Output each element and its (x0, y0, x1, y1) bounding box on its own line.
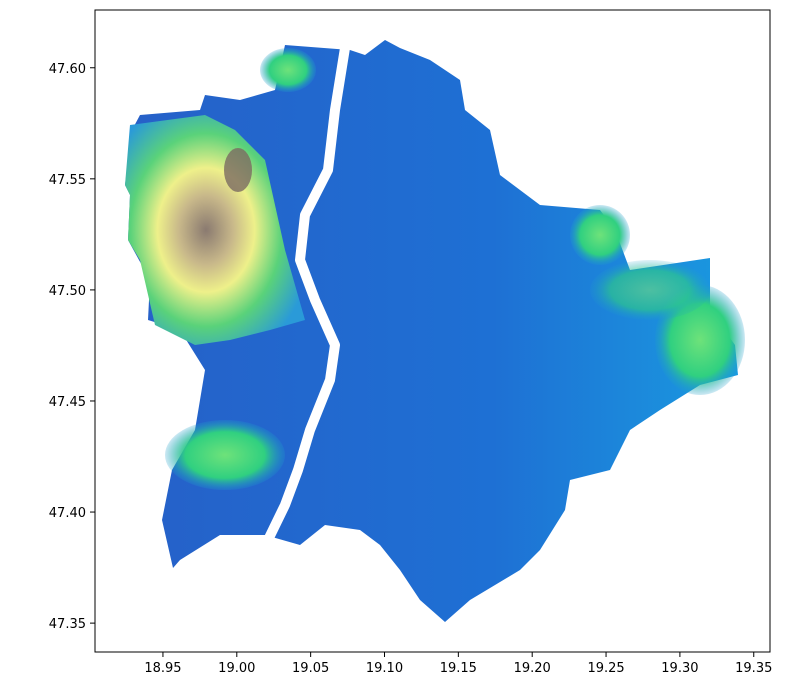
y-tick-label: 47.35 (49, 617, 86, 632)
plot-frame (94, 9, 771, 653)
x-tick-label: 19.05 (292, 661, 329, 676)
x-tick-label: 19.30 (661, 661, 698, 676)
x-tick-label: 19.20 (514, 661, 551, 676)
y-tick-label: 47.60 (49, 62, 86, 77)
sw-green (165, 420, 285, 490)
y-tick-label: 47.50 (49, 284, 86, 299)
x-tick-label: 19.15 (440, 661, 477, 676)
x-tick-label: 19.35 (735, 661, 772, 676)
east-light (590, 260, 710, 320)
city-area (125, 40, 738, 622)
x-tick-label: 18.95 (144, 661, 181, 676)
terrain (125, 40, 745, 622)
buda-hills (125, 115, 305, 345)
y-tick-label: 47.45 (49, 395, 86, 410)
hill-green (260, 48, 316, 92)
x-tick-label: 19.00 (218, 661, 255, 676)
x-tick-label: 19.25 (587, 661, 624, 676)
ne-green (570, 205, 630, 265)
river (263, 47, 350, 543)
y-tick-label: 47.55 (49, 173, 86, 188)
hill-peak (224, 148, 252, 192)
x-tick-label: 19.10 (366, 661, 403, 676)
y-tick-label: 47.40 (49, 506, 86, 521)
